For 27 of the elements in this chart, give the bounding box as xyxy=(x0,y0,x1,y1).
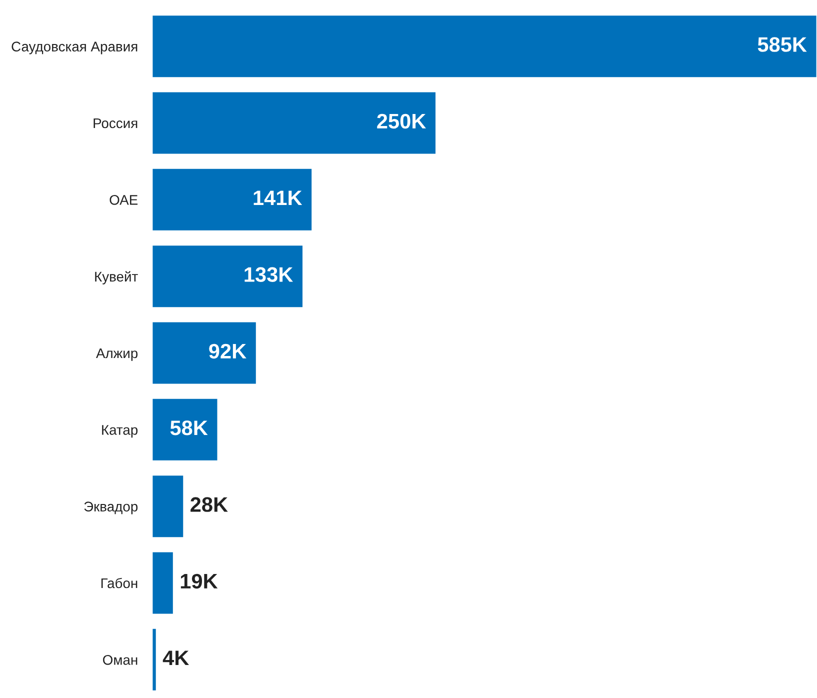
data-label: 585K xyxy=(758,37,807,52)
bar xyxy=(152,320,258,386)
bar xyxy=(152,628,158,692)
bar xyxy=(152,90,437,156)
data-label: 92K xyxy=(209,344,246,359)
y-tick-label: Оман xyxy=(103,655,138,665)
y-tick-label: Алжир xyxy=(96,348,138,361)
data-label: 133K xyxy=(244,267,293,282)
bar xyxy=(152,474,185,538)
y-tick-label: Кувейт xyxy=(95,271,138,284)
y-tick-label: ОАЕ xyxy=(110,195,138,205)
data-label: 141K xyxy=(254,190,302,206)
data-label: 58K xyxy=(170,420,208,436)
y-tick-label: Габон xyxy=(101,578,138,588)
y-tick-label: Россия xyxy=(94,118,138,128)
y-tick-label: Саудовская Аравия xyxy=(12,42,138,54)
bar xyxy=(152,550,174,616)
bar xyxy=(152,244,304,308)
bar xyxy=(152,14,817,78)
data-label: 4K xyxy=(162,650,189,666)
bar xyxy=(152,398,219,462)
y-tick-label: Эквадор xyxy=(84,502,138,514)
data-label: 28K xyxy=(190,497,228,512)
y-tick-label: Катар xyxy=(102,425,138,438)
data-label: 250K xyxy=(377,114,426,129)
data-label: 19K xyxy=(180,574,218,589)
bar xyxy=(152,168,313,232)
